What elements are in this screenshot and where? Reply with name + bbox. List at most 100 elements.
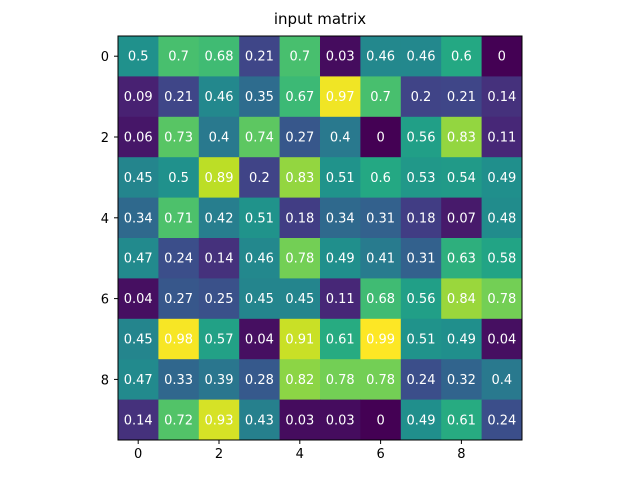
heatmap-cell bbox=[279, 278, 321, 320]
cell-value-label: 0 bbox=[376, 131, 384, 146]
heatmap-cell bbox=[400, 318, 442, 360]
heatmap-cell bbox=[320, 76, 361, 118]
heatmap-cell bbox=[279, 76, 321, 118]
cell-value-label: 0.14 bbox=[205, 252, 234, 267]
cell-value-label: 0.21 bbox=[447, 90, 476, 105]
cell-value-label: 0.56 bbox=[407, 292, 436, 307]
y-tick-label: 8 bbox=[101, 373, 109, 388]
cell-value-label: 0.2 bbox=[411, 90, 432, 105]
heatmap-cell bbox=[118, 116, 159, 158]
heatmap-cell bbox=[198, 318, 240, 360]
cell-value-label: 0.24 bbox=[164, 252, 193, 267]
cell-value-label: 0.11 bbox=[487, 131, 516, 146]
heatmap-cell bbox=[158, 116, 200, 158]
heatmap-cell bbox=[441, 36, 483, 77]
cell-value-label: 0.27 bbox=[164, 292, 193, 307]
cell-value-label: 0.49 bbox=[447, 333, 476, 348]
cell-value-label: 0.54 bbox=[447, 171, 476, 186]
heatmap-cell bbox=[400, 359, 442, 401]
cell-value-label: 0.46 bbox=[205, 90, 234, 105]
heatmap-cell bbox=[279, 399, 321, 441]
cell-value-label: 0.98 bbox=[164, 333, 193, 348]
heatmap-cell bbox=[320, 197, 361, 239]
heatmap-cell bbox=[198, 278, 240, 320]
cell-value-label: 0.78 bbox=[487, 292, 516, 307]
cell-value-label: 0.49 bbox=[326, 252, 355, 267]
y-tick-label: 6 bbox=[101, 293, 109, 308]
heatmap-cell bbox=[239, 278, 281, 320]
heatmap-cell bbox=[441, 399, 483, 441]
heatmap-cell bbox=[360, 278, 402, 320]
x-tick-label: 2 bbox=[215, 447, 223, 462]
cell-value-label: 0.04 bbox=[245, 333, 274, 348]
heatmap-cell bbox=[441, 359, 483, 401]
cell-value-label: 0.42 bbox=[205, 211, 234, 226]
cell-value-label: 0.49 bbox=[407, 413, 436, 428]
heatmap-cell bbox=[239, 399, 281, 441]
heatmap-cell bbox=[158, 238, 200, 279]
heatmap-cell bbox=[118, 278, 159, 320]
cell-value-label: 0 bbox=[498, 50, 506, 65]
heatmap-cell bbox=[239, 197, 281, 239]
cell-value-label: 0.74 bbox=[245, 131, 274, 146]
cell-value-label: 0.6 bbox=[451, 50, 472, 65]
heatmap-cell bbox=[360, 116, 402, 158]
cell-value-label: 0.78 bbox=[326, 373, 355, 388]
y-tick-label: 2 bbox=[101, 131, 109, 146]
cell-value-label: 0.04 bbox=[124, 292, 153, 307]
cell-value-label: 0.6 bbox=[370, 171, 391, 186]
heatmap-cell bbox=[400, 76, 442, 118]
cell-value-label: 0.46 bbox=[407, 50, 436, 65]
cell-value-label: 0.45 bbox=[124, 333, 153, 348]
cell-value-label: 0.71 bbox=[164, 211, 193, 226]
x-tick-label: 8 bbox=[457, 447, 465, 462]
heatmap-cell bbox=[320, 318, 361, 360]
cell-value-label: 0.57 bbox=[205, 333, 234, 348]
cell-value-label: 0.35 bbox=[245, 90, 274, 105]
cell-value-label: 0.03 bbox=[285, 413, 314, 428]
cell-value-label: 0.56 bbox=[407, 131, 436, 146]
heatmap-cell bbox=[158, 278, 200, 320]
cell-value-label: 0.11 bbox=[326, 292, 355, 307]
cell-value-label: 0.83 bbox=[447, 131, 476, 146]
heatmap-cell bbox=[360, 157, 402, 199]
heatmap-cell bbox=[481, 359, 523, 401]
cell-value-label: 0.61 bbox=[447, 413, 476, 428]
heatmap-cell bbox=[118, 238, 159, 279]
heatmap-cell bbox=[320, 359, 361, 401]
cell-value-label: 0.18 bbox=[407, 211, 436, 226]
cell-value-label: 0.72 bbox=[164, 413, 193, 428]
x-tick-label: 4 bbox=[296, 447, 304, 462]
heatmap-cell bbox=[118, 76, 159, 118]
cell-value-label: 0.25 bbox=[205, 292, 234, 307]
cell-value-label: 0.33 bbox=[164, 373, 193, 388]
cell-value-label: 0.97 bbox=[326, 90, 355, 105]
heatmap-cell bbox=[400, 399, 442, 441]
heatmap-cell bbox=[158, 197, 200, 239]
heatmap-cell bbox=[198, 238, 240, 279]
cell-value-label: 0.34 bbox=[124, 211, 153, 226]
heatmap-cell bbox=[481, 76, 523, 118]
heatmap-cell bbox=[279, 36, 321, 77]
heatmap-cell bbox=[118, 359, 159, 401]
heatmap-cell bbox=[441, 76, 483, 118]
cell-value-label: 0.89 bbox=[205, 171, 234, 186]
heatmap-cell bbox=[441, 116, 483, 158]
cell-value-label: 0.07 bbox=[447, 211, 476, 226]
heatmap-cell bbox=[198, 359, 240, 401]
cell-value-label: 0.18 bbox=[285, 211, 314, 226]
cell-value-label: 0.28 bbox=[245, 373, 274, 388]
heatmap-cell bbox=[400, 116, 442, 158]
heatmap-cell bbox=[118, 197, 159, 239]
heatmap-cell bbox=[320, 278, 361, 320]
heatmap-cell bbox=[320, 116, 361, 158]
cell-value-label: 0.24 bbox=[407, 373, 436, 388]
heatmap-cell bbox=[279, 197, 321, 239]
heatmap-cell bbox=[158, 399, 200, 441]
cell-value-label: 0.73 bbox=[164, 131, 193, 146]
heatmap-cell bbox=[158, 318, 200, 360]
cell-value-label: 0.09 bbox=[124, 90, 153, 105]
cell-value-label: 0.7 bbox=[289, 50, 310, 65]
cell-value-label: 0.14 bbox=[124, 413, 153, 428]
